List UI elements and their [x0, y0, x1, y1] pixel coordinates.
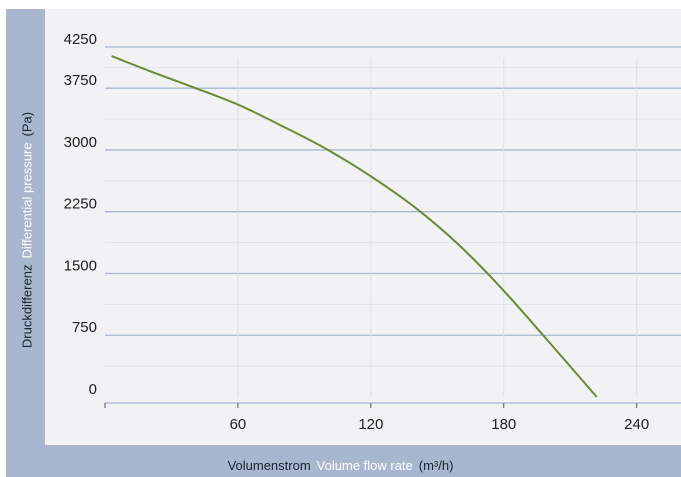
- x-tick-label: 180: [491, 416, 516, 433]
- x-axis-label-unit: (m³/h): [418, 458, 454, 473]
- y-tick-label: 0: [89, 381, 97, 398]
- x-tick-label: 60: [230, 416, 247, 433]
- x-tick-label: 120: [358, 416, 383, 433]
- y-tick-label: 2250: [64, 196, 97, 213]
- y-tick-label: 3750: [64, 72, 97, 89]
- x-axis-label-de: Volumenstrom: [227, 458, 311, 473]
- axes: 60 120 180 240 0 750 1500 2250 3000 3750 4250: [64, 31, 681, 433]
- y-tick-label: 4250: [64, 31, 97, 48]
- grid: [105, 46, 681, 397]
- y-tick-label: 3000: [64, 134, 97, 151]
- y-tick-label: 1500: [64, 257, 97, 274]
- x-tick-label: 240: [624, 416, 649, 433]
- series-group: [111, 55, 598, 398]
- series-line: [111, 55, 598, 398]
- x-axis-label-en: Volume flow rate: [316, 458, 413, 473]
- y-tick-label: 750: [72, 319, 97, 336]
- x-axis-label: Volumenstrom Volume flow rate (m³/h): [0, 458, 681, 473]
